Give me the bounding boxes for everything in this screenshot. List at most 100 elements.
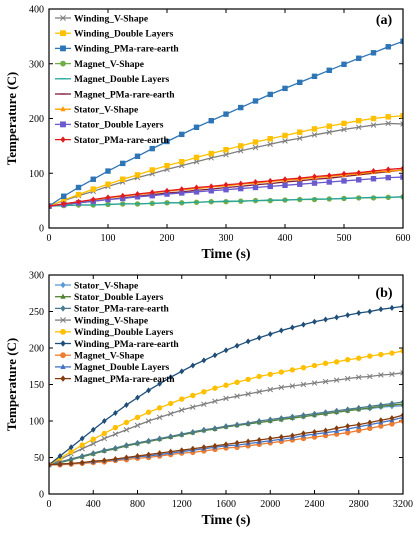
point-marker bbox=[385, 120, 392, 127]
point-marker bbox=[400, 113, 403, 119]
point-marker bbox=[356, 421, 362, 428]
point-marker bbox=[60, 328, 66, 335]
x-axis-title: Time (s) bbox=[201, 513, 250, 528]
x-tick-label: 3200 bbox=[393, 499, 413, 510]
point-marker bbox=[68, 455, 74, 462]
point-marker bbox=[146, 451, 151, 458]
point-marker bbox=[234, 342, 240, 349]
point-marker bbox=[164, 162, 170, 169]
point-marker bbox=[300, 365, 307, 371]
point-marker bbox=[267, 91, 273, 98]
point-marker bbox=[389, 304, 395, 311]
point-marker bbox=[75, 191, 82, 198]
series-stator-double-layers bbox=[49, 401, 403, 467]
point-marker bbox=[326, 172, 332, 179]
point-marker bbox=[282, 132, 288, 139]
point-marker bbox=[296, 135, 303, 141]
point-marker bbox=[333, 377, 340, 383]
point-marker bbox=[179, 186, 185, 193]
point-marker bbox=[278, 415, 284, 422]
point-marker bbox=[312, 410, 317, 417]
point-marker bbox=[289, 367, 296, 373]
x-tick-label: 2800 bbox=[349, 499, 369, 510]
plot-frame bbox=[48, 8, 404, 229]
chart-panel-2: 0 400 800 1200 1600 2000 2400 2800 3200 0 50 100 150… bbox=[4, 271, 413, 529]
y-tick-label: 200 bbox=[29, 344, 44, 355]
y-tick-label: 100 bbox=[29, 169, 44, 180]
point-marker bbox=[323, 427, 328, 434]
x-tick-label: 200 bbox=[160, 233, 175, 244]
point-marker bbox=[311, 132, 318, 138]
point-marker bbox=[400, 370, 403, 376]
point-marker bbox=[385, 166, 391, 173]
point-marker bbox=[234, 439, 240, 446]
point-marker bbox=[149, 145, 155, 152]
point-marker bbox=[193, 158, 200, 165]
point-marker bbox=[212, 442, 218, 449]
point-marker bbox=[79, 442, 85, 448]
series-group bbox=[49, 303, 403, 468]
point-marker bbox=[245, 338, 251, 345]
point-marker bbox=[238, 180, 244, 187]
point-marker bbox=[282, 85, 288, 92]
y-axis-title: Temperature (C) bbox=[4, 72, 19, 166]
point-marker bbox=[326, 129, 333, 135]
point-marker bbox=[333, 359, 340, 365]
legend-entry: Magnet_PMa-rare-earth bbox=[55, 90, 175, 100]
point-marker bbox=[223, 395, 229, 402]
point-marker bbox=[60, 293, 66, 299]
point-marker bbox=[105, 181, 111, 187]
legend-label: Winding_PMa-rare-earth bbox=[74, 45, 179, 55]
point-marker bbox=[90, 450, 96, 457]
legend-entry: Magnet_PMa-rare-earth bbox=[55, 375, 175, 385]
legend-label: Winding_Double Layers bbox=[74, 328, 174, 338]
y-tick-label: 150 bbox=[29, 380, 44, 391]
point-marker bbox=[385, 44, 391, 50]
point-marker bbox=[334, 425, 340, 432]
point-marker bbox=[367, 425, 373, 431]
point-marker bbox=[61, 193, 67, 199]
point-marker bbox=[367, 403, 373, 410]
point-marker bbox=[282, 138, 288, 144]
point-marker bbox=[190, 392, 196, 399]
point-marker bbox=[208, 183, 214, 190]
point-marker bbox=[208, 155, 215, 161]
point-marker bbox=[90, 186, 96, 192]
point-marker bbox=[149, 189, 155, 196]
legend-label: Magnet_PMa-rare-earth bbox=[74, 90, 175, 100]
point-marker bbox=[297, 79, 303, 86]
point-marker bbox=[179, 431, 185, 438]
legend-label: Stator_Double Layers bbox=[74, 121, 164, 131]
point-marker bbox=[60, 305, 66, 312]
legend-entry: Magnet_V-Shape bbox=[55, 60, 144, 70]
point-marker bbox=[234, 393, 240, 399]
x-tick-label: 2000 bbox=[260, 499, 280, 510]
point-marker bbox=[267, 136, 273, 142]
point-marker bbox=[341, 61, 347, 67]
point-marker bbox=[190, 445, 196, 452]
y-tick-label: 400 bbox=[29, 5, 44, 16]
point-marker bbox=[341, 178, 347, 184]
point-marker bbox=[267, 183, 273, 190]
point-marker bbox=[344, 356, 351, 363]
point-marker bbox=[256, 373, 262, 380]
point-marker bbox=[167, 400, 174, 407]
point-marker bbox=[345, 312, 351, 319]
point-marker bbox=[256, 436, 262, 443]
point-marker bbox=[267, 371, 273, 377]
point-marker bbox=[356, 355, 362, 361]
point-marker bbox=[123, 419, 130, 426]
point-marker bbox=[120, 160, 126, 167]
point-marker bbox=[367, 353, 373, 359]
point-marker bbox=[289, 413, 295, 420]
point-marker bbox=[355, 124, 362, 131]
point-marker bbox=[223, 111, 229, 117]
series-winding-double-layers bbox=[49, 113, 403, 209]
point-marker bbox=[223, 347, 229, 354]
point-marker bbox=[101, 430, 108, 437]
legend-label: Stator_PMa-rare-earth bbox=[74, 136, 169, 146]
point-marker bbox=[90, 176, 96, 182]
x-tick-label: 2400 bbox=[305, 499, 325, 510]
point-marker bbox=[322, 378, 329, 385]
point-marker bbox=[75, 184, 82, 191]
